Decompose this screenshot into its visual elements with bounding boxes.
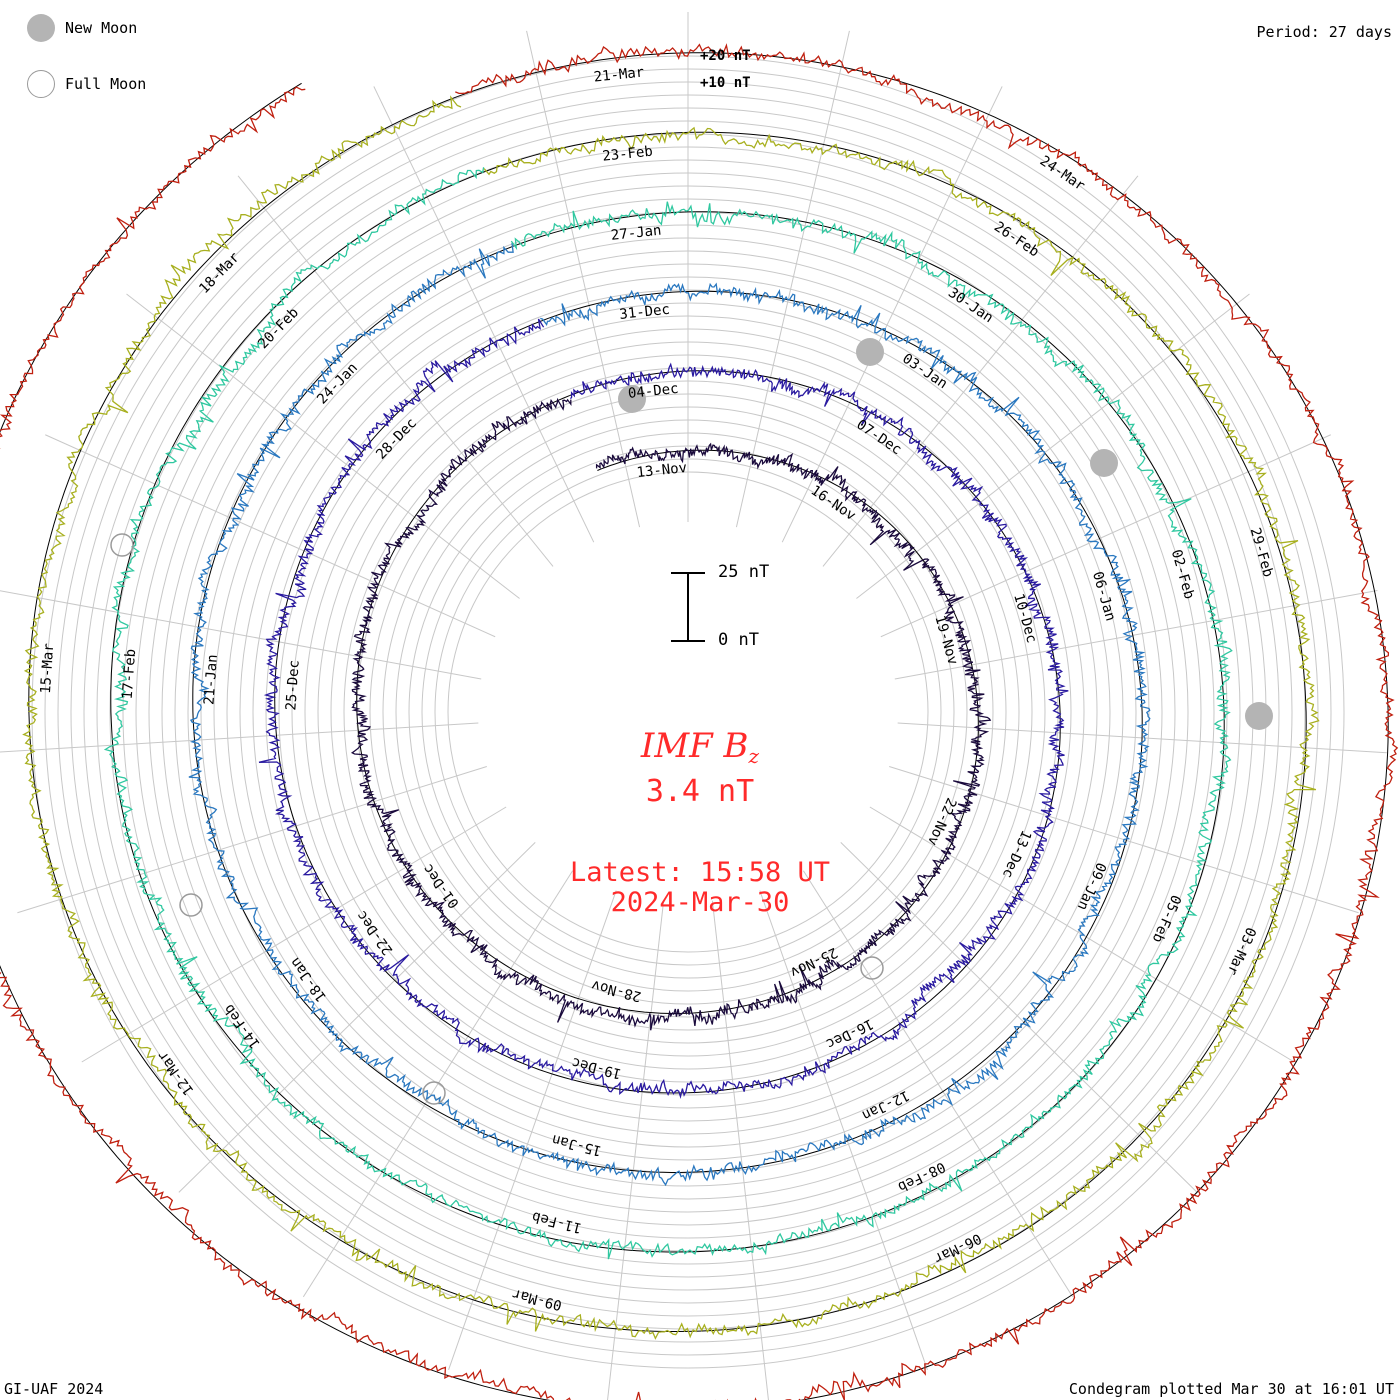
date-label: 20-Feb — [255, 305, 302, 352]
data-traces — [0, 43, 1399, 1400]
full-moon-marker — [179, 893, 203, 917]
zero-line-mar — [0, 52, 1389, 1400]
scale-bar — [671, 572, 705, 642]
ring-label-20: +20 nT — [700, 48, 751, 64]
grid-spoke — [781, 86, 1003, 543]
full-moon-marker — [860, 956, 884, 980]
grid-spoke — [448, 890, 617, 1370]
date-label: 21-Jan — [201, 654, 220, 706]
latest-time: Latest: 15:58 UT — [569, 857, 831, 888]
new-moon-marker — [618, 385, 646, 413]
current-value: 3.4 nT — [645, 774, 755, 809]
trace-feb — [22, 95, 1320, 1340]
grid-spoke — [178, 842, 536, 1193]
full-moon-marker — [422, 1081, 446, 1105]
grid-spoke — [759, 890, 928, 1370]
zero-line-nov — [356, 395, 979, 1014]
chart-title: IMF Bz — [0, 726, 1400, 768]
grid-spoke — [711, 900, 769, 1400]
date-label: 25-Nov — [787, 944, 839, 981]
ring-label-10: +10 nT — [700, 75, 751, 91]
grid-spoke — [0, 722, 479, 753]
legend-new-moon-label: New Moon — [65, 19, 138, 37]
new-moon-icon — [27, 14, 55, 42]
moon-markers — [110, 338, 1273, 1105]
footer-credit: GI-UAF 2024 — [4, 1380, 104, 1398]
new-moon-marker — [856, 338, 884, 366]
grid-spoke — [45, 434, 496, 638]
scale-bottom-label: 0 nT — [718, 630, 759, 650]
grid-spoke — [735, 30, 850, 528]
date-label: 09-Mar — [511, 1285, 564, 1313]
date-label: 28-Dec — [373, 415, 420, 462]
grid-spoke — [607, 900, 665, 1400]
date-label: 19-Dec — [570, 1054, 623, 1082]
grid-spokes — [0, 12, 1387, 1400]
full-moon-icon — [27, 70, 55, 98]
date-label: 17-Feb — [120, 648, 139, 700]
date-label: 24-Mar — [1037, 153, 1088, 195]
trace-dec-a — [258, 318, 1069, 1100]
grid-spoke — [894, 589, 1378, 680]
date-label: 21-Mar — [593, 64, 645, 85]
legend-new-moon: New Moon — [27, 14, 137, 42]
trace-jan — [103, 167, 1233, 1260]
grid-spoke — [237, 175, 554, 567]
grid-spoke — [856, 293, 1250, 599]
grid-spoke — [822, 175, 1139, 567]
chart-title-subscript: z — [748, 744, 760, 768]
scale-top-label: 25 nT — [718, 562, 770, 582]
date-label: 15-Mar — [38, 643, 57, 695]
trace-dec-b — [188, 242, 1151, 1187]
grid-spoke — [526, 30, 641, 528]
full-moon-marker — [110, 533, 134, 557]
period-label: Period: 27 days — [1256, 23, 1392, 41]
zero-line-dec-a — [274, 320, 1061, 1094]
grid-spoke — [880, 434, 1331, 638]
latest-date: 2024-Mar-30 — [610, 887, 790, 918]
new-moon-marker — [1090, 449, 1118, 477]
trace-nov — [350, 397, 992, 1031]
date-label: 02-Feb — [1168, 548, 1197, 601]
grid-spoke — [126, 293, 520, 599]
grid-spoke — [840, 842, 1198, 1193]
date-label: 29-Feb — [1247, 526, 1276, 579]
legend-full-moon-label: Full Moon — [65, 75, 147, 93]
footer-plotted-time: Condegram plotted Mar 30 at 16:01 UT — [1068, 1380, 1394, 1398]
date-label: 24-Jan — [314, 360, 361, 407]
chart-title-main: IMF B — [640, 726, 749, 766]
date-label: 23-Feb — [602, 144, 654, 165]
date-label: 13-Nov — [636, 460, 688, 481]
grid-spoke — [17, 766, 487, 914]
grid-spoke — [302, 870, 574, 1298]
date-label: 28-Nov — [590, 977, 643, 1005]
date-label: 31-Dec — [619, 302, 671, 323]
grid-spoke — [81, 806, 507, 1063]
date-label: 27-Jan — [610, 223, 662, 244]
date-label: 12-Jan — [859, 1087, 911, 1124]
legend-full-moon: Full Moon — [27, 70, 146, 98]
new-moon-marker — [1245, 702, 1273, 730]
trace-mar — [0, 43, 1399, 1400]
date-label: 25-Dec — [283, 659, 302, 711]
grid-spoke — [0, 590, 482, 680]
date-label: 04-Dec — [627, 381, 679, 402]
grid-spoke — [373, 86, 595, 543]
